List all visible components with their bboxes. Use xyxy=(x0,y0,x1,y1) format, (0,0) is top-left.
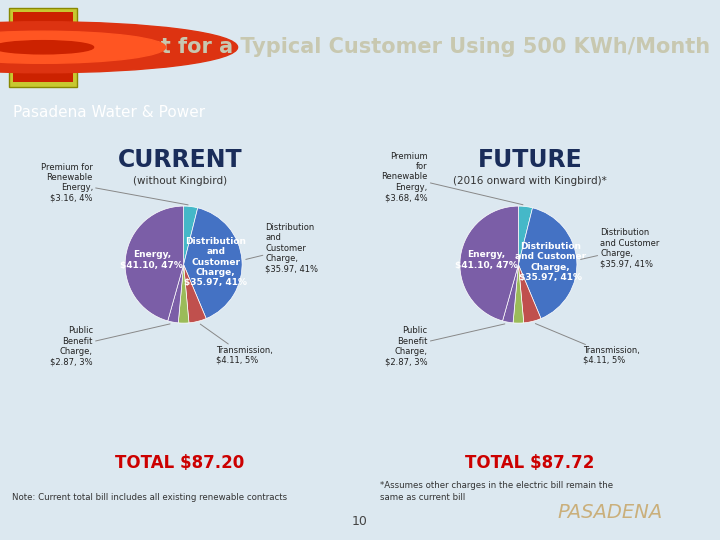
Wedge shape xyxy=(168,265,184,323)
Text: Energy,
$41.10, 47%: Energy, $41.10, 47% xyxy=(455,251,518,270)
Wedge shape xyxy=(184,265,206,323)
Wedge shape xyxy=(184,206,198,265)
Text: Energy,
$41.10, 47%: Energy, $41.10, 47% xyxy=(120,251,183,270)
Wedge shape xyxy=(184,208,242,319)
Text: TOTAL $87.20: TOTAL $87.20 xyxy=(115,454,245,472)
Text: CURRENT: CURRENT xyxy=(117,147,243,172)
Circle shape xyxy=(0,31,166,63)
Text: (without Kingbird): (without Kingbird) xyxy=(133,176,227,186)
Text: Distribution
and
Customer
Charge,
$35.97, 41%: Distribution and Customer Charge, $35.97… xyxy=(184,237,247,287)
Wedge shape xyxy=(460,206,518,321)
Text: Premium for
Renewable
Energy,
$3.16, 4%: Premium for Renewable Energy, $3.16, 4% xyxy=(41,163,188,205)
Circle shape xyxy=(0,40,94,54)
Text: FUTURE: FUTURE xyxy=(477,147,582,172)
Wedge shape xyxy=(518,208,577,319)
Text: 10: 10 xyxy=(352,515,368,528)
Text: Transmission,
$4.11, 5%: Transmission, $4.11, 5% xyxy=(200,324,273,365)
Text: (2016 onward with Kingbird)*: (2016 onward with Kingbird)* xyxy=(453,176,607,186)
Text: PASADENA: PASADENA xyxy=(557,503,662,522)
Text: Distribution
and
Customer
Charge,
$35.97, 41%: Distribution and Customer Charge, $35.97… xyxy=(246,223,318,274)
Text: Impact for a Typical Customer Using 500 KWh/Month: Impact for a Typical Customer Using 500 … xyxy=(90,37,710,57)
Text: Transmission,
$4.11, 5%: Transmission, $4.11, 5% xyxy=(536,323,639,365)
Wedge shape xyxy=(179,265,189,323)
Text: Note: Current total bill includes all existing renewable contracts: Note: Current total bill includes all ex… xyxy=(12,493,287,502)
Text: Distribution
and Customer
Charge,
$35.97, 41%: Distribution and Customer Charge, $35.97… xyxy=(580,228,660,268)
Text: Premium
for
Renewable
Energy,
$3.68, 4%: Premium for Renewable Energy, $3.68, 4% xyxy=(382,152,523,205)
Wedge shape xyxy=(125,206,184,321)
Circle shape xyxy=(0,22,238,73)
Text: Public
Benefit
Charge,
$2.87, 3%: Public Benefit Charge, $2.87, 3% xyxy=(50,324,170,367)
FancyBboxPatch shape xyxy=(13,12,73,82)
Text: Distribution
and Customer
Charge,
$35.97, 41%: Distribution and Customer Charge, $35.97… xyxy=(515,242,586,282)
Wedge shape xyxy=(518,206,533,265)
Wedge shape xyxy=(503,265,518,323)
Text: Pasadena Water & Power: Pasadena Water & Power xyxy=(13,105,205,119)
Text: *Assumes other charges in the electric bill remain the
same as current bill: *Assumes other charges in the electric b… xyxy=(380,481,613,502)
FancyBboxPatch shape xyxy=(9,8,77,87)
Wedge shape xyxy=(518,265,541,323)
Text: Public
Benefit
Charge,
$2.87, 3%: Public Benefit Charge, $2.87, 3% xyxy=(385,324,505,367)
Text: TOTAL $87.72: TOTAL $87.72 xyxy=(465,454,595,472)
Wedge shape xyxy=(513,265,523,323)
